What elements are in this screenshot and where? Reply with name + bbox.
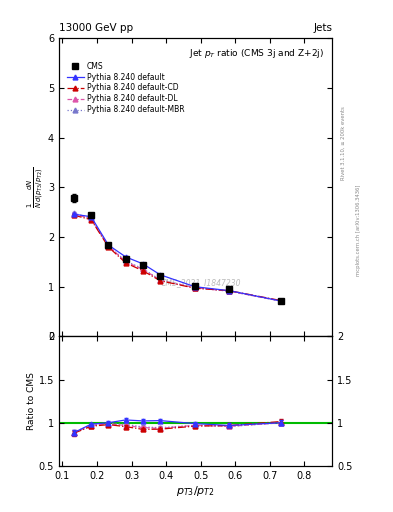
Text: CMS_2021_I1847230: CMS_2021_I1847230 <box>161 278 241 287</box>
Text: 13000 GeV pp: 13000 GeV pp <box>59 23 133 33</box>
Y-axis label: $\frac{1}{N}\frac{dN}{d(p_{T3}/p_{T2})}$: $\frac{1}{N}\frac{dN}{d(p_{T3}/p_{T2})}$ <box>25 167 45 208</box>
Legend: CMS, Pythia 8.240 default, Pythia 8.240 default-CD, Pythia 8.240 default-DL, Pyt: CMS, Pythia 8.240 default, Pythia 8.240 … <box>66 60 186 116</box>
Text: Rivet 3.1.10, ≥ 200k events: Rivet 3.1.10, ≥ 200k events <box>341 106 346 180</box>
X-axis label: $p_{T3}/p_{T2}$: $p_{T3}/p_{T2}$ <box>176 483 215 498</box>
Text: Jets: Jets <box>313 23 332 33</box>
Text: Jet $p_T$ ratio (CMS 3j and Z+2j): Jet $p_T$ ratio (CMS 3j and Z+2j) <box>189 47 324 60</box>
Y-axis label: Ratio to CMS: Ratio to CMS <box>27 372 36 430</box>
Text: mcplots.cern.ch [arXiv:1306.3436]: mcplots.cern.ch [arXiv:1306.3436] <box>356 185 361 276</box>
